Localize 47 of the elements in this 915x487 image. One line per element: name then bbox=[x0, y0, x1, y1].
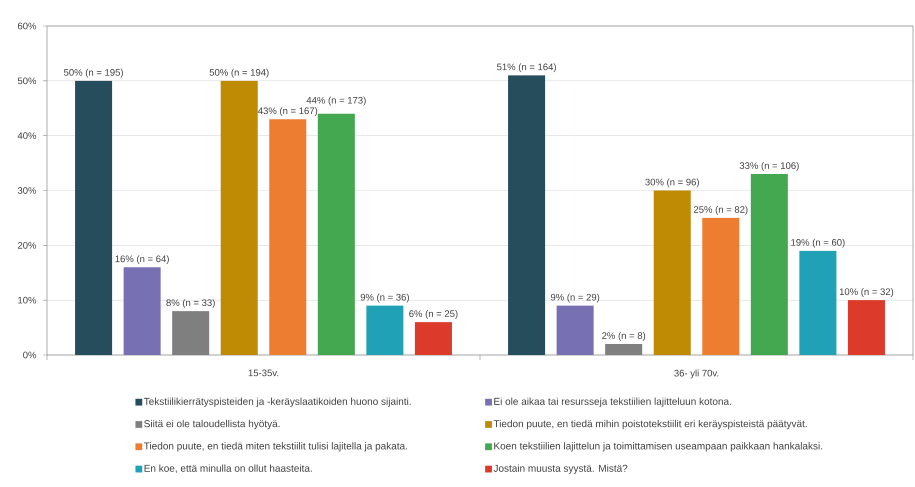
data-label: 8% (n = 33) bbox=[166, 299, 215, 308]
y-tick-label: 40% bbox=[18, 132, 36, 140]
y-tick-label: 60% bbox=[18, 22, 36, 30]
bar bbox=[124, 267, 161, 355]
x-tick-label: 15-35v. bbox=[248, 370, 278, 376]
data-label: 9% (n = 29) bbox=[550, 294, 600, 302]
y-tick-label: 50% bbox=[18, 77, 36, 84]
data-label: 33% (n = 106) bbox=[740, 162, 799, 171]
bar bbox=[318, 114, 355, 355]
bar bbox=[750, 174, 788, 355]
legend-label: Siitä ei ole taloudellista hyötyä. bbox=[144, 420, 280, 430]
data-label: 2% (n = 8) bbox=[602, 332, 646, 341]
data-label: 19% (n = 60) bbox=[791, 238, 845, 248]
data-label: 6% (n = 25) bbox=[409, 310, 458, 319]
data-label: 51% (n = 164) bbox=[496, 63, 556, 72]
data-label: 43% (n = 167) bbox=[258, 107, 318, 116]
data-label: 50% (n = 194) bbox=[210, 68, 269, 78]
y-tick-label: 30% bbox=[18, 187, 36, 194]
bar bbox=[75, 80, 112, 355]
data-label: 16% (n = 64) bbox=[116, 255, 169, 264]
bar bbox=[702, 218, 740, 355]
legend-label: Ei ole aikaa tai resursseja tekstiilien lajitteluun kotona. bbox=[494, 398, 731, 407]
bar bbox=[799, 250, 836, 355]
legend-label: En koe, että minulla on ollut haasteita. bbox=[144, 464, 312, 474]
legend-label: Tiedon puute, en tiedä miten tekstiilit tulisi lajitella ja pakata. bbox=[144, 442, 407, 452]
data-label: 50% (n = 195) bbox=[64, 68, 123, 78]
data-label: 9% (n = 36) bbox=[360, 294, 409, 302]
data-label: 44% (n = 173) bbox=[306, 96, 366, 106]
bar bbox=[414, 322, 452, 355]
bar bbox=[508, 75, 546, 355]
y-tick-label: 20% bbox=[18, 242, 36, 249]
bar bbox=[269, 119, 306, 355]
legend-label: Tiedon puute, en tiedä mihin poistotekstiilit eri keräyspisteistä päätyvät. bbox=[494, 420, 807, 430]
legend-label: Koen tekstiilien lajittelun ja toimittamisen useampaan paikkaan hankalaksi. bbox=[494, 442, 822, 452]
y-tick-label: 10% bbox=[18, 296, 36, 304]
legend-label: Tekstiilikierrätyspisteiden ja -keräyslaatikoiden huono sijainti. bbox=[144, 398, 411, 407]
bar bbox=[220, 80, 258, 355]
data-label: 10% (n = 32) bbox=[840, 288, 894, 297]
bar bbox=[654, 190, 691, 355]
y-tick-label: 0% bbox=[23, 352, 36, 358]
bar bbox=[848, 300, 885, 355]
data-label: 30% (n = 96) bbox=[645, 178, 699, 188]
bar bbox=[366, 306, 404, 355]
legend-label: Jostain muusta syystä. Mistä? bbox=[494, 464, 628, 474]
data-label: 25% (n = 82) bbox=[694, 206, 748, 215]
bar bbox=[556, 306, 594, 355]
x-tick-label: 36- yli 70v. bbox=[674, 370, 718, 378]
